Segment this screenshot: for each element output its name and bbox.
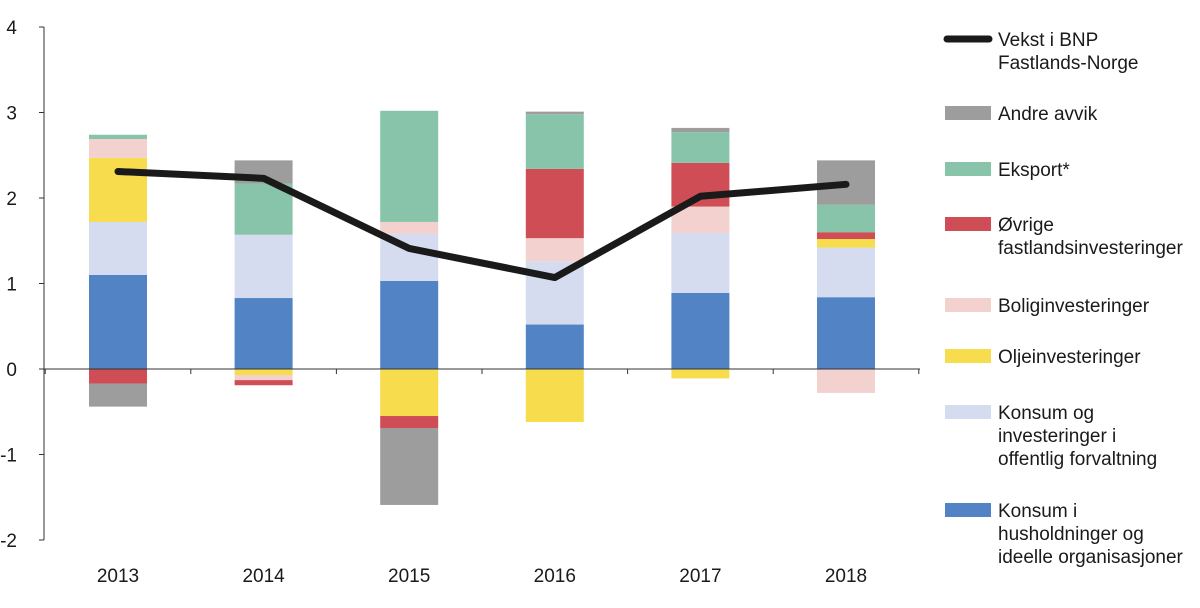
bar-2017-series-6 — [671, 128, 729, 132]
bar-2018-series-4 — [817, 232, 875, 239]
x-tick-label: 2015 — [388, 566, 430, 587]
legend-label: Eksport* — [998, 160, 1070, 181]
y-tick-label: -1 — [0, 446, 17, 467]
bar-2014-series-2 — [235, 369, 293, 375]
bar-2014-series-1 — [235, 235, 293, 298]
legend-label: Andre avvik — [998, 104, 1098, 125]
legend-swatch — [945, 349, 991, 363]
bar-2013-series-0 — [89, 275, 147, 369]
bar-2015-series-4 — [380, 416, 438, 428]
legend-item: Andre avvik — [945, 104, 1098, 125]
bar-2018-series-2 — [817, 239, 875, 248]
legend-swatch — [945, 217, 991, 231]
bar-2018-series-1 — [817, 248, 875, 298]
bar-2013-series-1 — [89, 222, 147, 275]
gdp-growth-line — [118, 171, 846, 277]
x-tick-label: 2013 — [97, 566, 139, 587]
legend-swatch — [945, 503, 991, 517]
y-tick-label: 0 — [6, 360, 17, 381]
bar-2015-series-3 — [380, 222, 438, 234]
bar-2016-series-3 — [526, 238, 584, 261]
legend-item: Oljeinvesteringer — [945, 347, 1141, 368]
bar-2015-series-6 — [380, 428, 438, 505]
bar-2018-series-0 — [817, 297, 875, 369]
y-tick-label: 3 — [6, 104, 17, 125]
bar-2013-series-6 — [89, 384, 147, 407]
bar-2017-series-0 — [671, 293, 729, 369]
legend-label: husholdninger og — [998, 524, 1144, 545]
line-layer — [118, 171, 846, 277]
bar-2017-series-1 — [671, 233, 729, 293]
y-tick-label: 4 — [6, 18, 17, 39]
y-tick-label: -2 — [0, 531, 17, 552]
bar-2017-series-5 — [671, 132, 729, 163]
legend-label: Oljeinvesteringer — [998, 347, 1141, 368]
legend-label: Konsum og — [998, 403, 1094, 424]
legend-label: investeringer i — [998, 426, 1116, 447]
bar-2016-series-2 — [526, 369, 584, 422]
legend-label: Konsum i — [998, 501, 1077, 522]
bar-2016-series-4 — [526, 169, 584, 238]
legend-label: fastlandsinvesteringer — [998, 238, 1183, 259]
legend-label: Boliginvesteringer — [998, 296, 1150, 317]
legend-label: Fastlands-Norge — [998, 53, 1138, 74]
bar-2015-series-2 — [380, 369, 438, 416]
bar-2014-series-3 — [235, 375, 293, 380]
bar-2018-series-5 — [817, 205, 875, 232]
x-tick-label: 2016 — [534, 566, 576, 587]
legend-item: Boliginvesteringer — [945, 296, 1150, 317]
bar-2016-series-6 — [526, 112, 584, 115]
bar-2013-series-5 — [89, 135, 147, 139]
legend-swatch — [945, 405, 991, 419]
legend-swatch — [945, 162, 991, 176]
x-tick-label: 2017 — [679, 566, 721, 587]
legend-label: Vekst i BNP — [998, 30, 1098, 51]
bar-2014-series-0 — [235, 298, 293, 369]
bar-2016-series-0 — [526, 325, 584, 369]
bars-layer — [89, 111, 875, 505]
legend-item: Eksport* — [945, 160, 1070, 181]
bar-2017-series-2 — [671, 369, 729, 378]
bar-2015-series-0 — [380, 281, 438, 369]
bar-2016-series-5 — [526, 114, 584, 169]
legend-swatch — [945, 298, 991, 312]
x-tick-label: 2014 — [242, 566, 285, 587]
y-tick-label: 2 — [6, 189, 17, 210]
bar-2013-series-4 — [89, 369, 147, 384]
bar-2013-series-2 — [89, 158, 147, 222]
legend-label: offentlig forvaltning — [998, 449, 1157, 470]
legend-swatch — [945, 106, 991, 120]
legend-label: Øvrige — [998, 215, 1054, 236]
legend-label: ideelle organisasjoner — [998, 547, 1184, 568]
bar-2018-series-3 — [817, 369, 875, 393]
bar-2014-series-4 — [235, 380, 293, 385]
x-tick-label: 2018 — [825, 566, 867, 587]
bar-2013-series-3 — [89, 139, 147, 158]
y-tick-label: 1 — [6, 275, 17, 296]
bar-2015-series-5 — [380, 111, 438, 222]
